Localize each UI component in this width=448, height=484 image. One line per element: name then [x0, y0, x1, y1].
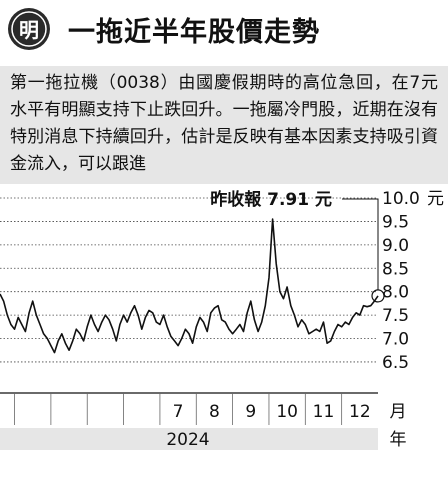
blurb-text: 第一拖拉機（0038）由國慶假期時的高位急回，在7元水平有明顯支持下止跌回升。一…: [10, 73, 438, 174]
y-tick-label: 10.0: [382, 189, 420, 209]
y-tick-label: 6.5: [382, 353, 409, 373]
logo-char: 明: [19, 18, 39, 42]
x-axis: 7 8 9 10 11 12 月 2024 年: [0, 392, 407, 450]
annotation-group: 昨收報 7.91 元: [210, 189, 385, 303]
annotation-leader: [342, 198, 379, 290]
page-title: 一拖近半年股價走勢: [68, 17, 320, 48]
y-tick-label: 8.5: [382, 259, 409, 279]
y-axis: 10.0 9.5 9.0 8.5 8.0 7.5 7.0 6.5 元: [382, 189, 444, 373]
y-tick-label: 9.0: [382, 236, 409, 256]
x-month-label: 7: [173, 402, 184, 422]
year-unit-label: 年: [390, 430, 407, 450]
price-line: [0, 218, 379, 354]
y-tick-label: 8.0: [382, 283, 409, 303]
y-tick-label: 9.5: [382, 212, 409, 232]
y-tick-label: 7.0: [382, 330, 409, 350]
x-month-label: 8: [209, 402, 220, 422]
x-unit-label: 月: [390, 402, 407, 422]
year-band: [0, 428, 378, 450]
y-tick-label: 7.5: [382, 306, 409, 326]
header: 明 一拖近半年股價走勢: [0, 0, 448, 62]
x-month-label: 12: [349, 402, 371, 422]
blurb-box: 第一拖拉機（0038）由國慶假期時的高位急回，在7元水平有明顯支持下止跌回升。一…: [0, 66, 448, 184]
year-label: 2024: [166, 430, 209, 450]
x-month-label: 9: [245, 402, 256, 422]
x-month-label: 10: [276, 402, 298, 422]
y-unit-label: 元: [427, 189, 444, 209]
price-chart: 10.0 9.5 9.0 8.5 8.0 7.5 7.0 6.5 元 7 8 9 10 11 12 月 202…: [0, 189, 444, 450]
grid-lines: [0, 197, 378, 363]
last-close-annotation: 昨收報 7.91 元: [210, 189, 332, 210]
logo-badge-icon: 明: [8, 8, 50, 50]
price-series: [0, 218, 379, 354]
x-month-label: 11: [313, 402, 335, 422]
